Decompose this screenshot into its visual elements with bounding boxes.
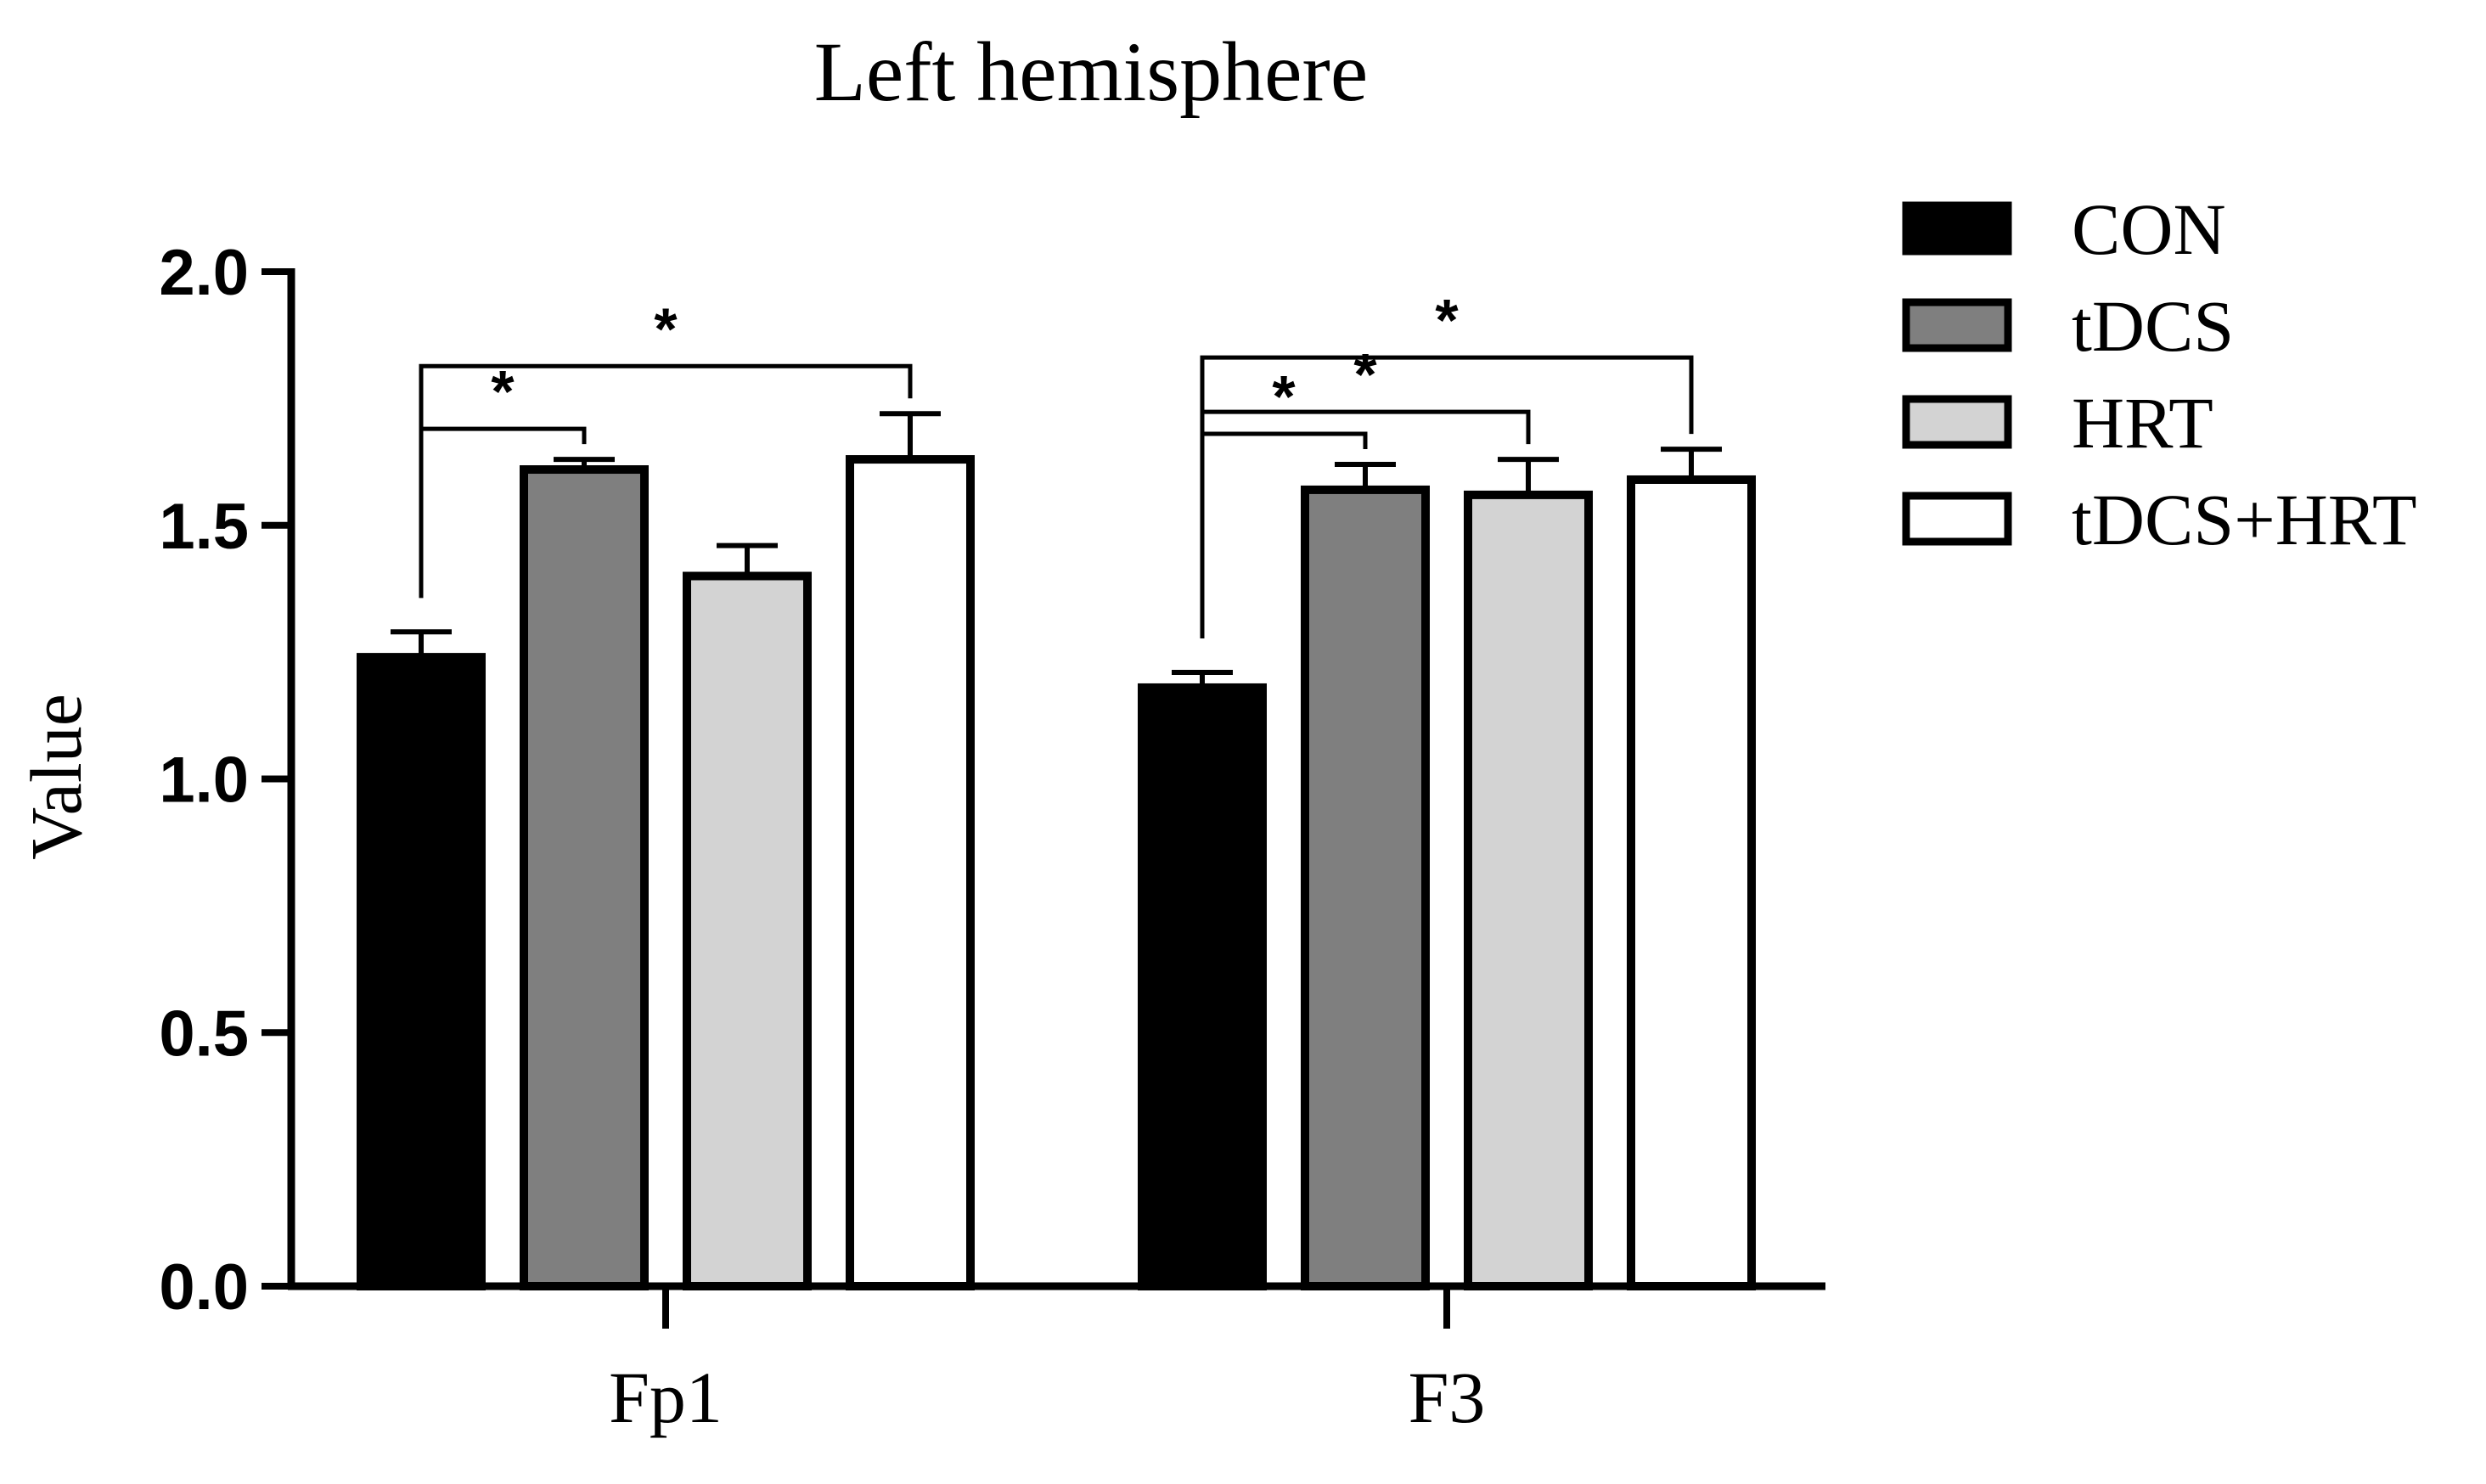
bar-f3-tdcs-hrt: [1627, 475, 1756, 1290]
y-tick-label: 1.0: [159, 745, 249, 817]
legend-swatch-con: [1902, 201, 2012, 256]
y-tick-label: 2.0: [159, 237, 249, 309]
bar-fp1-tdcs-hrt: [846, 455, 975, 1290]
y-tick-label: 1.5: [159, 491, 249, 563]
sig-bracket-fp1-tdcs-hrt: [419, 363, 913, 599]
bar-fp1-con: [357, 653, 486, 1290]
bar-f3-con: [1138, 683, 1267, 1290]
axes: 0.0 0.5 1.0 1.5 2.0 Fp1 F3: [159, 237, 1825, 1438]
bar-fp1-tdcs: [520, 465, 649, 1290]
sig-star: *: [491, 358, 515, 424]
legend-swatch-tdcs: [1902, 298, 2012, 352]
legend-swatch-hrt: [1902, 395, 2012, 449]
y-axis-label: Value: [15, 694, 97, 860]
x-tick-label: Fp1: [609, 1357, 723, 1438]
sig-star: *: [1272, 363, 1296, 430]
sig-bracket-f3-tdcs-hrt: [1200, 355, 1694, 639]
legend-label-tdcs: tDCS: [2072, 285, 2234, 367]
significance-brackets: * * * * *: [419, 287, 1694, 639]
y-tick-label: 0.5: [159, 998, 249, 1070]
sig-star: *: [654, 295, 678, 362]
bar-fp1-hrt: [683, 571, 812, 1290]
legend-label-tdcs-hrt: tDCS+HRT: [2072, 479, 2417, 560]
legend-swatch-tdcs-hrt: [1902, 492, 2012, 546]
chart-title: Left hemisphere: [814, 25, 1369, 119]
legend-label-con: CON: [2072, 188, 2226, 270]
sig-star: *: [1353, 341, 1377, 408]
legend-label-hrt: HRT: [2072, 382, 2213, 464]
sig-star: *: [1435, 287, 1459, 353]
legend: CON tDCS HRT tDCS+HRT: [1902, 188, 2417, 560]
bar-f3-tdcs: [1301, 485, 1430, 1290]
x-tick-label: F3: [1409, 1357, 1486, 1438]
bar-f3-hrt: [1464, 490, 1593, 1290]
y-tick-label: 0.0: [159, 1251, 249, 1324]
plot-area: [357, 411, 1756, 1290]
